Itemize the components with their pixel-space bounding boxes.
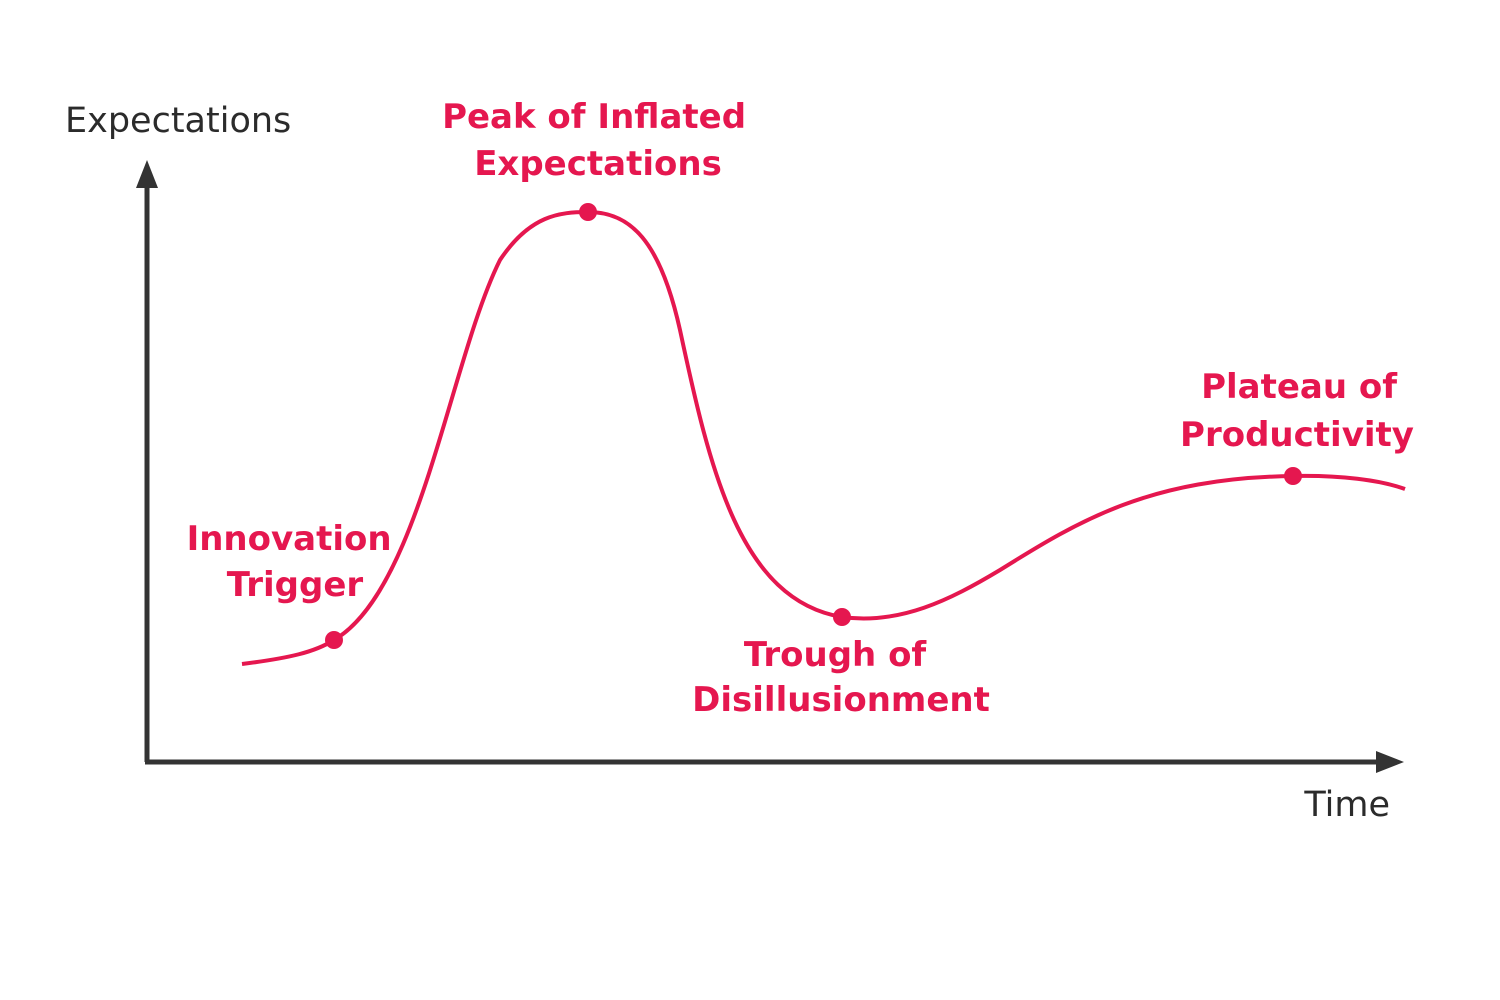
phase-label: Innovation Trigger [187, 519, 404, 605]
phase-dot [1284, 467, 1302, 485]
phase-label: Plateau of Productivity [1180, 367, 1414, 455]
label-line: Trough of [744, 635, 928, 675]
y-axis-arrow [136, 160, 158, 188]
label-line: Productivity [1180, 415, 1414, 455]
phase-label: Trough of Disillusionment [692, 635, 990, 720]
label-line: Disillusionment [692, 680, 990, 720]
label-line: Trigger [227, 565, 364, 605]
phase-label: Peak of Inflated Expectations [442, 97, 758, 184]
hype-curve [241, 209, 1406, 666]
x-axis-label: Time [1303, 785, 1390, 825]
y-axis-label: Expectations [65, 101, 291, 141]
phase-dot [579, 203, 597, 221]
label-line: Peak of Inflated [442, 97, 746, 137]
label-line: Innovation [187, 519, 392, 559]
label-line: Expectations [474, 144, 722, 184]
label-line: Plateau of [1201, 367, 1398, 407]
phase-dot [833, 608, 851, 626]
phase-dot [325, 631, 343, 649]
x-axis-arrow [1376, 751, 1404, 773]
